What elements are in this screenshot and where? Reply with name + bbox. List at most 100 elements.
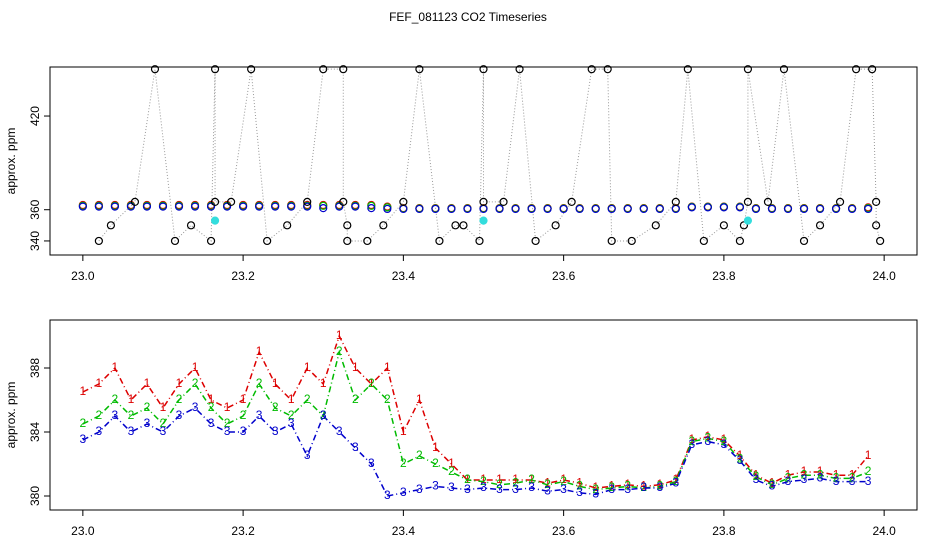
point <box>399 197 408 207</box>
point <box>142 202 152 211</box>
point-marker: 1 <box>416 392 423 406</box>
point-marker: 1 <box>112 360 119 374</box>
point <box>78 202 87 211</box>
series-line <box>82 349 869 491</box>
point <box>130 197 140 207</box>
point <box>735 203 745 212</box>
point-marker: 3 <box>769 479 776 493</box>
point-marker: 3 <box>256 408 263 422</box>
figure-title: FEF_081123 CO2 Timeseries <box>389 10 547 24</box>
point-marker: 2 <box>416 448 423 462</box>
point-marker: 3 <box>80 432 87 446</box>
point-marker: 3 <box>640 480 647 494</box>
point-marker: 2 <box>480 474 487 488</box>
point <box>239 202 248 211</box>
point-marker: 2 <box>256 376 263 390</box>
point <box>831 204 841 214</box>
point <box>627 236 636 246</box>
point <box>255 202 264 211</box>
point-marker: 1 <box>480 472 487 486</box>
point <box>495 204 504 214</box>
point-marker: 3 <box>865 474 872 488</box>
point-marker: 3 <box>304 448 311 462</box>
point <box>190 202 200 211</box>
point <box>499 197 508 207</box>
point-marker: 2 <box>592 482 599 496</box>
plot-frame <box>49 66 918 256</box>
point <box>415 65 424 74</box>
point <box>799 236 809 246</box>
point-marker: 3 <box>688 437 695 451</box>
point <box>475 236 484 246</box>
point <box>479 197 488 207</box>
point-marker: 2 <box>801 467 808 481</box>
point <box>511 204 520 214</box>
point-marker: 2 <box>705 431 712 445</box>
series-line <box>82 334 869 489</box>
point <box>447 204 456 214</box>
point <box>170 236 180 246</box>
point-marker: 2 <box>640 480 647 494</box>
point-marker: 2 <box>352 392 359 406</box>
point <box>671 197 680 207</box>
point <box>379 221 388 230</box>
x-tick-label: 23.0 <box>71 269 95 283</box>
point-marker: 1 <box>208 392 215 406</box>
point-marker: 3 <box>656 480 663 494</box>
point <box>655 204 664 214</box>
point-marker: 3 <box>336 424 343 438</box>
point-marker: 1 <box>576 475 583 489</box>
point <box>868 65 877 74</box>
point-marker: 3 <box>592 487 599 501</box>
point <box>319 204 328 213</box>
point <box>210 197 220 207</box>
point-marker: 3 <box>224 424 231 438</box>
point <box>567 197 576 207</box>
point-marker: 1 <box>849 467 856 481</box>
point <box>343 236 352 246</box>
point <box>872 197 881 207</box>
point <box>126 202 136 211</box>
point <box>719 221 728 230</box>
point <box>339 65 348 74</box>
point-marker: 1 <box>176 376 183 390</box>
point <box>106 221 115 230</box>
point-marker: 2 <box>192 376 199 390</box>
point-marker: 3 <box>608 482 615 496</box>
point-marker: 2 <box>576 479 583 493</box>
point-marker: 1 <box>160 400 167 414</box>
point-marker: 2 <box>384 392 391 406</box>
point-marker: 3 <box>352 440 359 454</box>
point-marker: 2 <box>464 472 471 486</box>
point <box>864 204 873 214</box>
point-marker: 3 <box>464 482 471 496</box>
point <box>743 65 753 74</box>
point-marker: 2 <box>224 416 231 430</box>
point <box>303 197 312 207</box>
y-tick-label: 340 <box>28 231 42 251</box>
point-marker: 1 <box>656 477 663 491</box>
plot-frame <box>49 319 918 511</box>
point-marker: 2 <box>496 477 503 491</box>
point-marker: 2 <box>833 471 840 485</box>
point <box>206 236 216 246</box>
point-marker: 3 <box>544 483 551 497</box>
point-marker: 3 <box>448 480 455 494</box>
x-tick-label: 23.6 <box>552 524 576 538</box>
y-tick-label: 388 <box>28 358 42 378</box>
point-marker: 3 <box>817 471 824 485</box>
point-marker: 1 <box>817 464 824 478</box>
point-marker: 3 <box>208 416 215 430</box>
point <box>174 202 184 211</box>
point-marker: 1 <box>624 477 631 491</box>
point <box>872 221 881 230</box>
point <box>158 202 168 211</box>
point <box>835 197 845 207</box>
point <box>351 202 360 211</box>
point <box>335 202 344 211</box>
point <box>247 65 256 74</box>
point-marker: 1 <box>496 472 503 486</box>
point <box>367 201 376 210</box>
point-marker: 1 <box>368 376 375 390</box>
point <box>687 203 696 212</box>
